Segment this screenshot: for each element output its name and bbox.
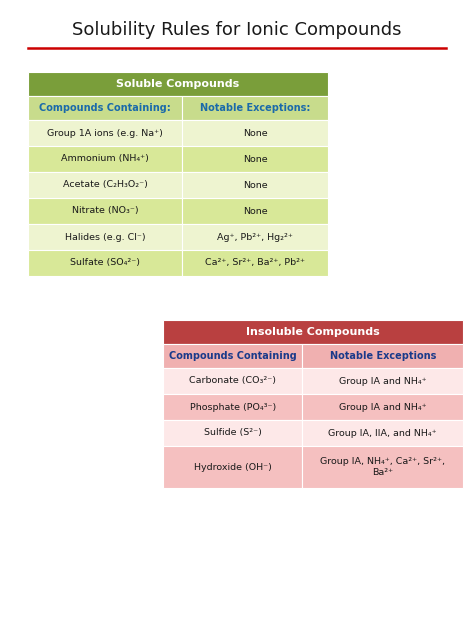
Bar: [302, 446, 463, 488]
Text: Sulfate (SO₄²⁻): Sulfate (SO₄²⁻): [70, 258, 140, 268]
Bar: [182, 172, 328, 198]
Bar: [163, 344, 302, 368]
Text: Group 1A ions (e.g. Na⁺): Group 1A ions (e.g. Na⁺): [47, 129, 163, 137]
Bar: [182, 146, 328, 172]
Bar: [28, 146, 182, 172]
Bar: [28, 172, 182, 198]
Bar: [182, 120, 328, 146]
Bar: [302, 420, 463, 446]
Bar: [163, 394, 302, 420]
Bar: [28, 224, 182, 250]
Text: Acetate (C₂H₃O₂⁻): Acetate (C₂H₃O₂⁻): [63, 181, 148, 190]
Text: Carbonate (CO₃²⁻): Carbonate (CO₃²⁻): [189, 377, 276, 386]
Bar: [28, 72, 328, 96]
Text: None: None: [243, 129, 267, 137]
Text: Group IA, IIA, and NH₄⁺: Group IA, IIA, and NH₄⁺: [328, 428, 437, 437]
Text: Insoluble Compounds: Insoluble Compounds: [246, 327, 380, 337]
Text: Group IA, NH₄⁺, Ca²⁺, Sr²⁺,
Ba²⁺: Group IA, NH₄⁺, Ca²⁺, Sr²⁺, Ba²⁺: [320, 457, 445, 477]
Bar: [28, 120, 182, 146]
Text: Compounds Containing:: Compounds Containing:: [39, 103, 171, 113]
Bar: [163, 368, 302, 394]
Bar: [163, 446, 302, 488]
Text: Compounds Containing: Compounds Containing: [169, 351, 297, 361]
Bar: [28, 96, 182, 120]
Bar: [28, 250, 182, 276]
Text: Notable Exceptions: Notable Exceptions: [329, 351, 436, 361]
Bar: [302, 394, 463, 420]
Bar: [28, 198, 182, 224]
Bar: [182, 224, 328, 250]
Bar: [182, 96, 328, 120]
Text: Hydroxide (OH⁻): Hydroxide (OH⁻): [194, 462, 272, 471]
Text: None: None: [243, 181, 267, 190]
Bar: [302, 368, 463, 394]
Text: None: None: [243, 207, 267, 215]
Text: Ammonium (NH₄⁺): Ammonium (NH₄⁺): [61, 154, 149, 164]
Text: Ca²⁺, Sr²⁺, Ba²⁺, Pb²⁺: Ca²⁺, Sr²⁺, Ba²⁺, Pb²⁺: [205, 258, 305, 268]
Text: Sulfide (S²⁻): Sulfide (S²⁻): [204, 428, 262, 437]
Text: Solubility Rules for Ionic Compounds: Solubility Rules for Ionic Compounds: [72, 21, 402, 39]
Text: None: None: [243, 154, 267, 164]
Text: Notable Exceptions:: Notable Exceptions:: [200, 103, 310, 113]
Bar: [182, 250, 328, 276]
Text: Soluble Compounds: Soluble Compounds: [117, 79, 240, 89]
Text: Group IA and NH₄⁺: Group IA and NH₄⁺: [339, 377, 427, 386]
Bar: [302, 344, 463, 368]
Bar: [182, 198, 328, 224]
Text: Halides (e.g. Cl⁻): Halides (e.g. Cl⁻): [65, 232, 146, 241]
Text: Phosphate (PO₄³⁻): Phosphate (PO₄³⁻): [190, 403, 276, 411]
Bar: [163, 420, 302, 446]
Text: Ag⁺, Pb²⁺, Hg₂²⁺: Ag⁺, Pb²⁺, Hg₂²⁺: [217, 232, 293, 241]
Text: Group IA and NH₄⁺: Group IA and NH₄⁺: [339, 403, 427, 411]
Text: Nitrate (NO₃⁻): Nitrate (NO₃⁻): [72, 207, 138, 215]
Bar: [163, 320, 463, 344]
